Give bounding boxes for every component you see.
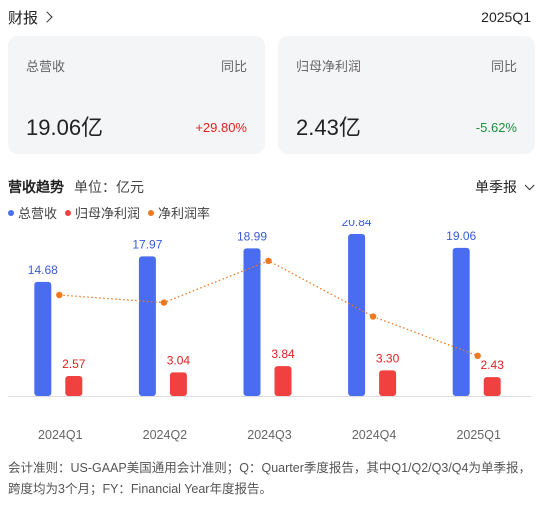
legend-label: 归母净利润 xyxy=(75,206,141,221)
unit-label: 单位：亿元 xyxy=(74,179,144,195)
legend-dot-icon xyxy=(148,209,155,216)
net-profit-bar-label: 3.30 xyxy=(376,351,400,365)
revenue-yoy-label: 同比 xyxy=(220,59,247,74)
net-profit-bar[interactable] xyxy=(65,376,83,396)
net-profit-card: 归母净利润 同比 2.43亿 -5.62% xyxy=(278,36,535,154)
net-profit-label: 归母净利润 xyxy=(296,59,362,74)
net-profit-bar[interactable] xyxy=(274,366,292,396)
legend-item-net-margin[interactable]: 净利润率 xyxy=(148,203,210,222)
net-profit-bar-label: 3.84 xyxy=(271,347,295,361)
trend-section-header: 营收趋势 单位：亿元 单季报 xyxy=(8,177,535,197)
legend-item-net-profit[interactable]: 归母净利润 xyxy=(65,203,140,222)
legend-label: 总营收 xyxy=(18,206,58,221)
legend-dot-icon xyxy=(65,209,72,216)
revenue-yoy-change: +29.80% xyxy=(195,120,247,135)
revenue-bar-label: 14.68 xyxy=(28,263,58,277)
net-profit-bar-label: 2.57 xyxy=(62,357,86,371)
revenue-bar-label: 18.99 xyxy=(237,229,267,243)
report-period: 2025Q1 xyxy=(481,9,531,25)
revenue-bar-label: 19.06 xyxy=(446,229,476,243)
report-title: 财报 xyxy=(8,9,39,27)
net-profit-bar-label: 3.04 xyxy=(167,353,191,367)
revenue-bar[interactable] xyxy=(452,247,470,396)
revenue-trend-chart: 14.68 2.57 2024Q1 17.97 3.04 2024Q2 18.99 3.84 2… xyxy=(8,220,531,442)
revenue-bar[interactable] xyxy=(348,234,366,396)
legend-dot-icon xyxy=(8,209,14,216)
net-margin-point[interactable] xyxy=(56,291,63,299)
x-tick-label: 2024Q1 xyxy=(38,428,83,442)
net-margin-point[interactable] xyxy=(265,257,272,264)
net-profit-bar[interactable] xyxy=(483,377,501,396)
x-tick-label: 2024Q2 xyxy=(143,428,188,442)
net-margin-point[interactable] xyxy=(474,352,481,359)
net-profit-yoy-change: -5.62% xyxy=(475,120,517,135)
net-profit-value: 2.43亿 xyxy=(296,115,361,140)
x-tick-label: 2025Q1 xyxy=(456,428,501,442)
chart-legend: 总营收 归母净利润 净利润率 xyxy=(8,203,218,222)
revenue-bar-label: 20.84 xyxy=(342,220,372,229)
chevron-right-icon xyxy=(41,11,53,23)
net-profit-bar[interactable] xyxy=(379,370,397,396)
revenue-card: 总营收 同比 19.06亿 +29.80% xyxy=(8,36,265,154)
revenue-bar[interactable] xyxy=(243,248,261,396)
net-profit-yoy-label: 同比 xyxy=(490,59,517,74)
x-tick-label: 2024Q3 xyxy=(247,428,292,442)
report-type-dropdown[interactable]: 单季报 xyxy=(475,177,535,197)
revenue-label: 总营收 xyxy=(26,59,66,74)
revenue-bar[interactable] xyxy=(138,256,156,396)
legend-item-revenue[interactable]: 总营收 xyxy=(8,203,57,222)
net-margin-point[interactable] xyxy=(160,299,168,306)
financial-report-link[interactable]: 财报 xyxy=(8,7,53,28)
net-margin-point[interactable] xyxy=(369,313,377,320)
report-type-value: 单季报 xyxy=(475,179,517,195)
net-profit-bar-label: 2.43 xyxy=(481,358,505,372)
revenue-bar-label: 17.97 xyxy=(132,237,162,251)
header-bar: 财报 2025Q1 xyxy=(8,6,531,28)
legend-label: 净利润率 xyxy=(158,206,211,221)
chevron-down-icon xyxy=(524,179,535,190)
revenue-bar[interactable] xyxy=(34,281,52,396)
revenue-value: 19.06亿 xyxy=(26,115,104,140)
net-profit-bar[interactable] xyxy=(169,372,187,396)
x-tick-label: 2024Q4 xyxy=(352,428,397,442)
footnote: 会计准则：US-GAAP美国通用会计准则；Q：Quarter季度报告，其中Q1/… xyxy=(8,461,531,496)
net-margin-line xyxy=(59,260,478,357)
section-title: 营收趋势 xyxy=(8,179,64,195)
